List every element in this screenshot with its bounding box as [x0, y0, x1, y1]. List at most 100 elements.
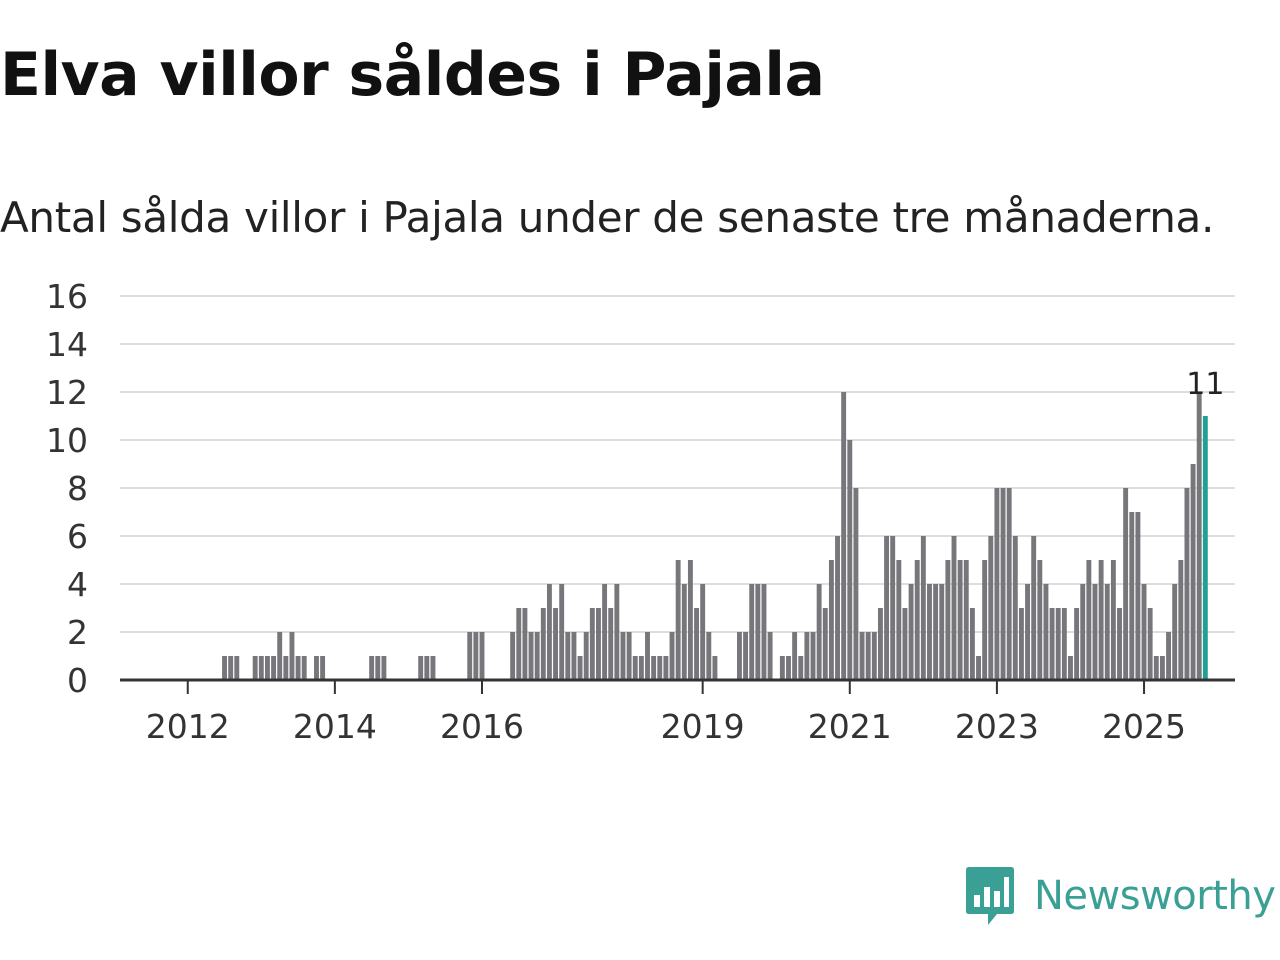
bar [939, 584, 945, 680]
bar [1178, 560, 1184, 680]
axes: 0 2 4 6 8 10 12 14 16 2012 2014 2016 2019 2021 2023 202… [46, 277, 1235, 746]
bar [1159, 656, 1165, 680]
bar [528, 632, 534, 680]
bar-chart: 0 2 4 6 8 10 12 14 16 2012 2014 2016 2019 2021 2023 202… [46, 277, 1235, 746]
newsworthy-logo: Newsworthy [964, 864, 1276, 928]
bar [927, 584, 932, 680]
bar [369, 656, 375, 680]
bar [651, 656, 657, 680]
bar [1000, 488, 1006, 680]
bar [933, 584, 939, 680]
bar [755, 584, 761, 680]
bar [614, 584, 620, 680]
chart-title: Elva villor såldes i Pajala [0, 40, 825, 110]
bar [1098, 560, 1104, 680]
bar [577, 656, 583, 680]
chart-subtitle: Antal sålda villor i Pajala under de sen… [0, 193, 1215, 242]
grid-lines [120, 295, 1235, 633]
bar [786, 656, 791, 680]
x-tick-label: 2016 [440, 707, 524, 746]
bar [890, 536, 896, 680]
bar [1043, 584, 1049, 680]
bar [596, 608, 601, 680]
bar [914, 560, 920, 680]
bar [534, 632, 540, 680]
y-tick-label: 0 [67, 661, 88, 700]
bar [706, 632, 712, 680]
bar [608, 608, 614, 680]
bars [222, 392, 1208, 680]
bar [687, 560, 693, 680]
bar [816, 584, 822, 680]
bar [663, 656, 669, 680]
bar [749, 584, 755, 680]
bar-latest [1202, 416, 1208, 680]
bar [1196, 392, 1202, 680]
bar [675, 560, 681, 680]
bar [546, 584, 552, 680]
bar [1184, 488, 1190, 680]
bar [234, 656, 240, 680]
bar [712, 656, 718, 680]
bar [467, 632, 473, 680]
bar [859, 632, 865, 680]
bar [289, 632, 295, 680]
bar [871, 632, 877, 680]
y-tick-label: 16 [46, 277, 88, 316]
bar [737, 632, 742, 680]
x-tick-label: 2012 [146, 707, 230, 746]
bar [583, 632, 589, 680]
bar [1049, 608, 1055, 680]
last-value-label: 11 [1186, 367, 1224, 402]
bar [1068, 656, 1073, 680]
bar [761, 584, 767, 680]
bar [969, 608, 975, 680]
bar [681, 584, 687, 680]
bar [1123, 488, 1129, 680]
bar [320, 656, 326, 680]
bar [430, 656, 436, 680]
bar [1006, 488, 1012, 680]
bar [743, 632, 749, 680]
bar [822, 608, 828, 680]
bar [626, 632, 632, 680]
bar [828, 560, 834, 680]
bar [1147, 608, 1153, 680]
bar [522, 608, 528, 680]
bar [1061, 608, 1067, 680]
bar [877, 608, 883, 680]
bar [418, 656, 424, 680]
bar [669, 632, 675, 680]
bar [1153, 656, 1159, 680]
bar [963, 560, 969, 680]
bar [252, 656, 258, 680]
bar [516, 608, 522, 680]
bar [853, 488, 859, 680]
bar [540, 608, 546, 680]
bar [559, 584, 565, 680]
bar [510, 632, 516, 680]
bar [1012, 536, 1018, 680]
x-tick-label: 2019 [661, 707, 745, 746]
bar [381, 656, 387, 680]
bar [228, 656, 234, 680]
bar [1135, 512, 1141, 680]
bar [375, 656, 381, 680]
bar [1074, 608, 1080, 680]
y-tick-label: 2 [67, 613, 88, 652]
bar [798, 656, 804, 680]
bar [589, 608, 595, 680]
bar [264, 656, 270, 680]
bar [1018, 608, 1024, 680]
bar [1104, 584, 1110, 680]
bar [767, 632, 773, 680]
bar [645, 632, 650, 680]
bar [1025, 584, 1031, 680]
x-tick-label: 2025 [1102, 707, 1186, 746]
bar [700, 584, 706, 680]
x-tick-label: 2014 [293, 707, 377, 746]
bar [301, 656, 307, 680]
bar [988, 536, 994, 680]
bar [620, 632, 626, 680]
bar [1166, 632, 1171, 680]
